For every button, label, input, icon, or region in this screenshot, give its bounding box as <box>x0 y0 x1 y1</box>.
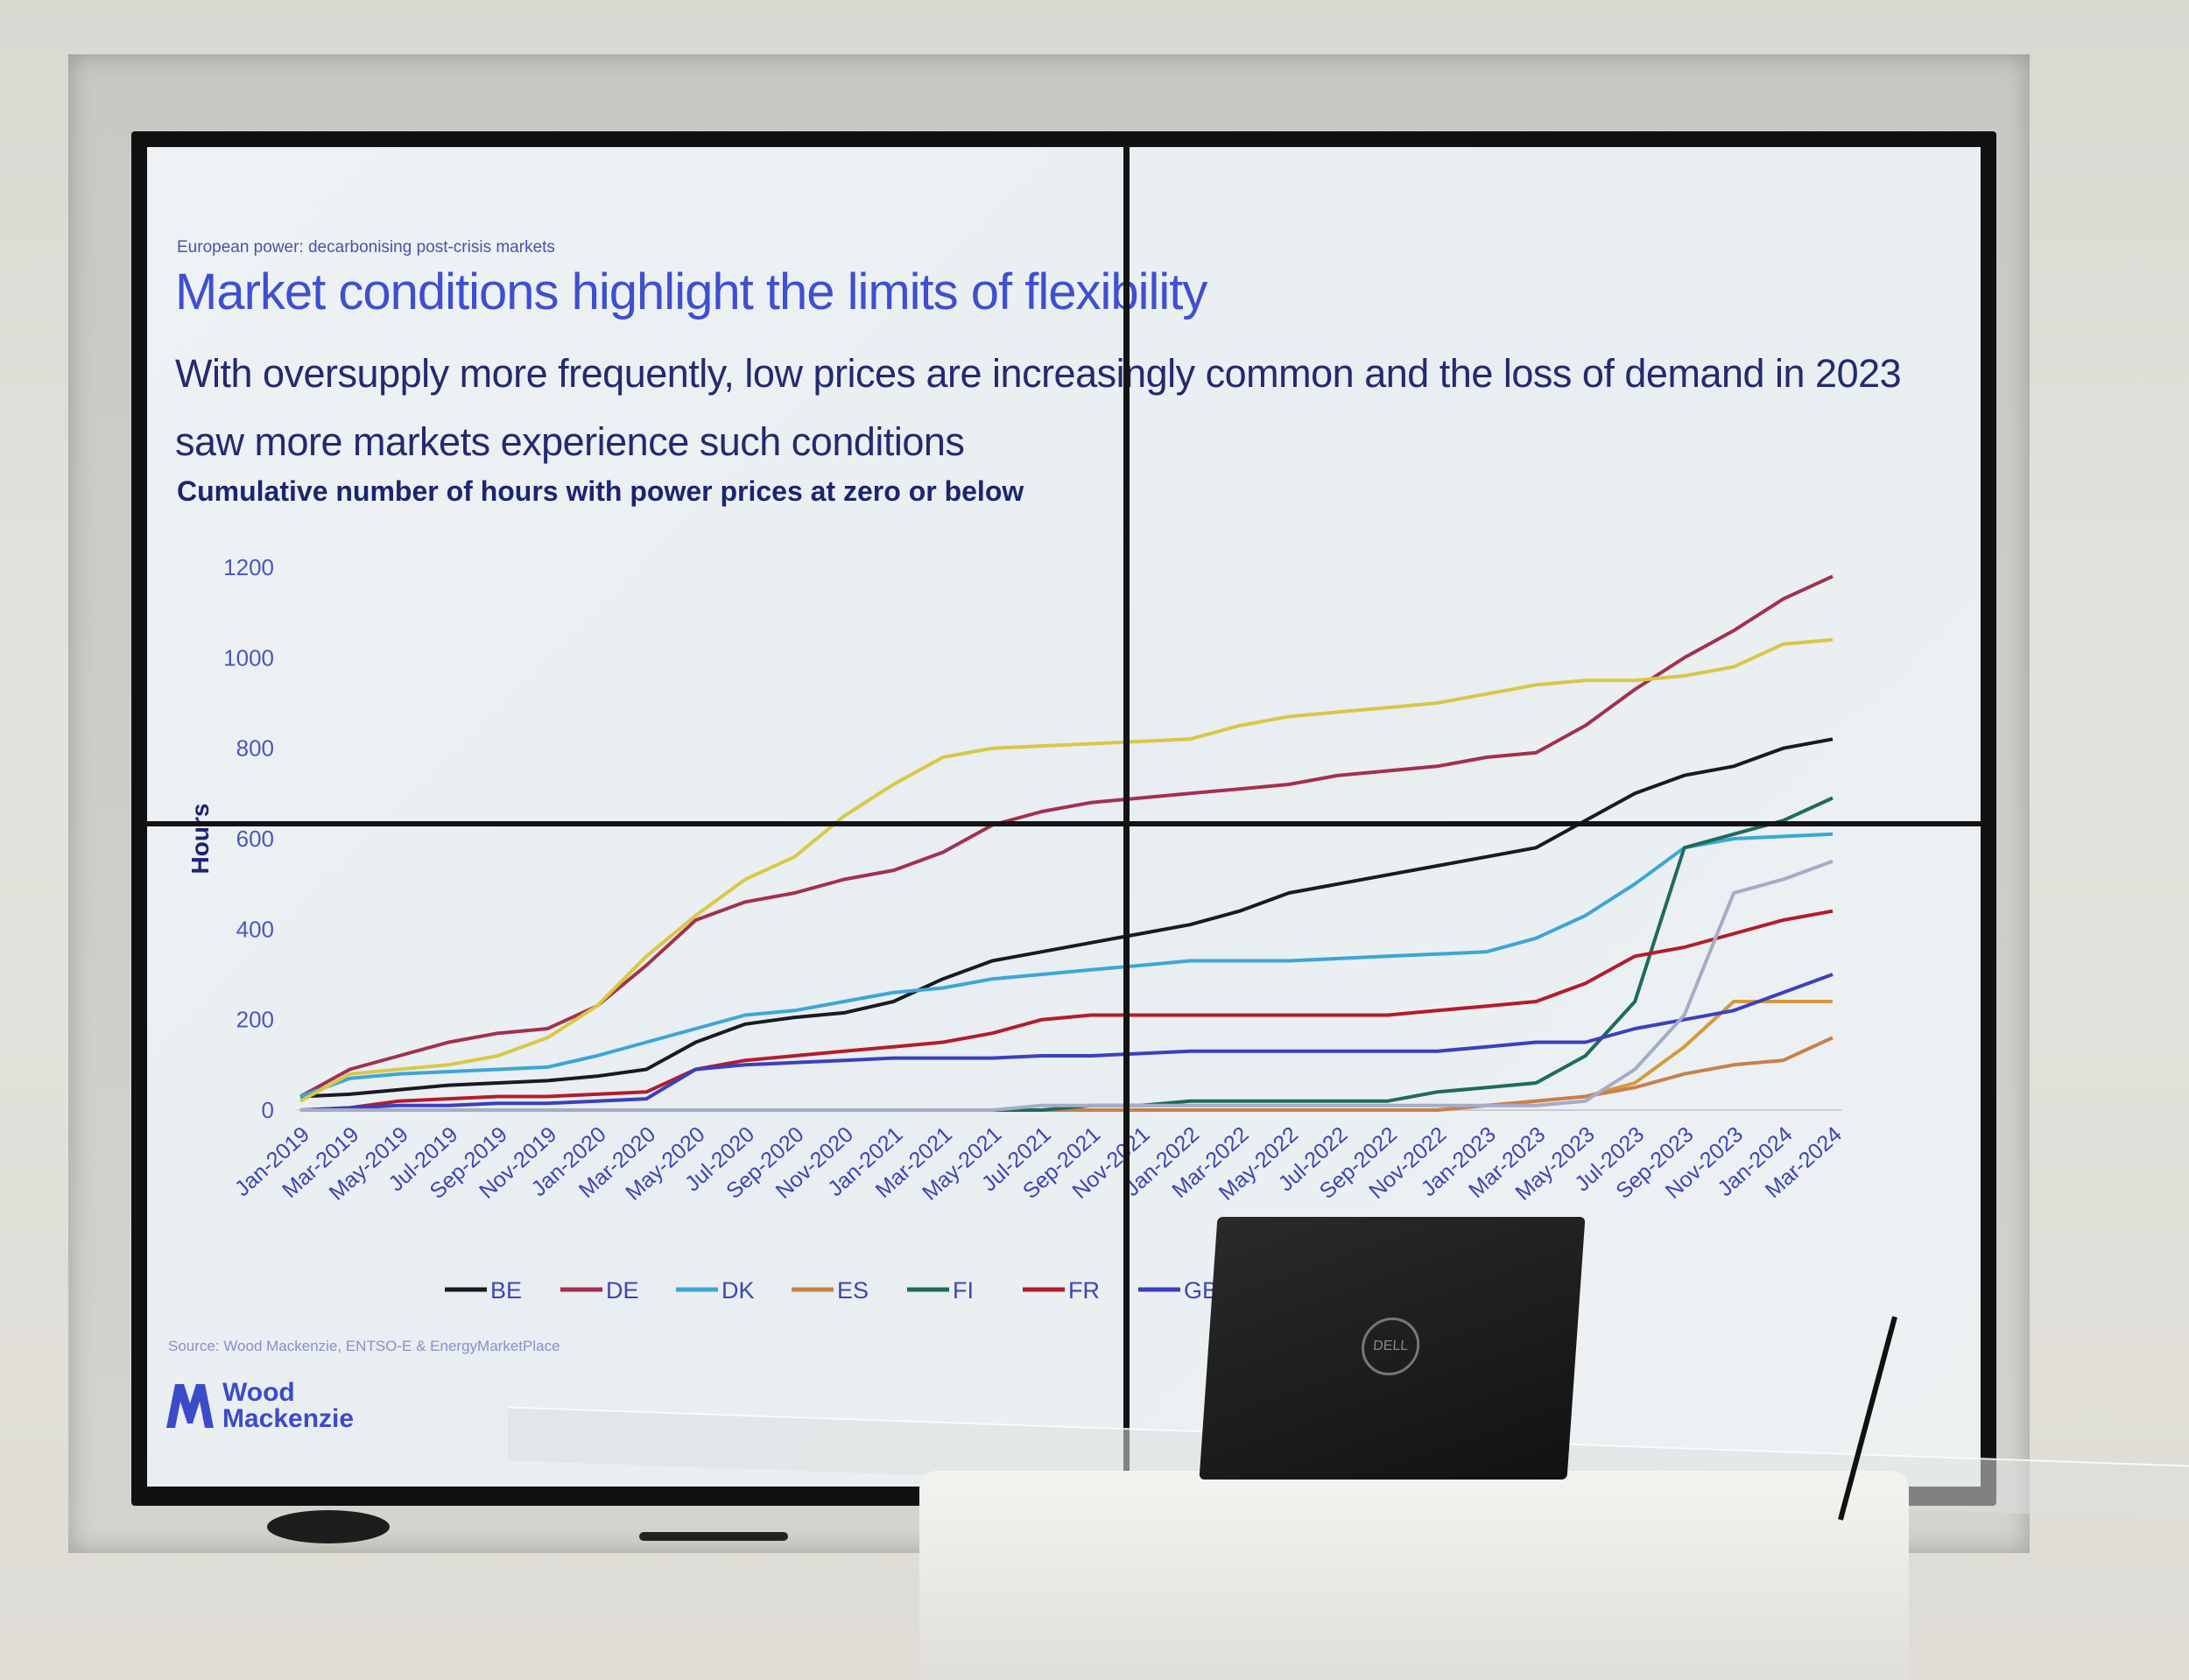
wood-mackenzie-logo: Wood Mackenzie <box>166 1380 354 1432</box>
legend-label-fi: FI <box>953 1277 974 1304</box>
logo-line-2: Mackenzie <box>222 1404 355 1433</box>
series-line-dk <box>299 832 1834 1099</box>
laptop: DELL <box>1199 1217 1586 1480</box>
podium <box>919 1471 1909 1680</box>
slide-subtitle: With oversupply more frequently, low pri… <box>175 351 1902 464</box>
series-line-nl <box>299 637 1834 1103</box>
dell-logo-icon: DELL <box>1359 1318 1422 1375</box>
legend-label-be: BE <box>490 1277 522 1304</box>
logo-line-1: Wood <box>222 1378 295 1407</box>
series-line-fr <box>299 909 1834 1112</box>
series-line-de <box>299 574 1834 1099</box>
slide-breadcrumb: European power: decarbonising post-crisi… <box>177 238 555 257</box>
series-line-es <box>300 1036 1834 1112</box>
bezel-horizontal <box>147 821 1981 826</box>
legend-label-es: ES <box>837 1277 869 1304</box>
legend-label-de: DE <box>606 1277 639 1304</box>
legend-label-fr: FR <box>1068 1277 1100 1304</box>
y-axis-label: Hours <box>187 804 214 875</box>
y-tick-label: 0 <box>262 1097 274 1123</box>
mouse <box>267 1510 390 1543</box>
y-tick-label: 1000 <box>223 644 274 671</box>
wood-mackenzie-icon <box>166 1384 214 1428</box>
series-line-fi <box>300 796 1834 1112</box>
line-chart: 020040060080010001200HoursJan-2019Mar-20… <box>187 554 1847 1304</box>
y-tick-label: 600 <box>236 826 274 852</box>
cable <box>639 1532 788 1541</box>
presentation-slide: European power: decarbonising post-crisi… <box>147 147 1981 1487</box>
slide-title: Market conditions highlight the limits o… <box>175 264 1207 320</box>
chart-heading: Cumulative number of hours with power pr… <box>177 475 1024 507</box>
series-line-gb <box>299 973 1834 1112</box>
y-tick-label: 400 <box>236 916 274 942</box>
bezel-vertical <box>1123 147 1130 1487</box>
legend-label-dk: DK <box>721 1277 755 1304</box>
series-line-se <box>300 859 1834 1112</box>
y-tick-label: 200 <box>236 1007 274 1033</box>
y-tick-label: 800 <box>236 735 274 762</box>
y-tick-label: 1200 <box>223 554 274 580</box>
logo-text: Wood Mackenzie <box>222 1380 354 1432</box>
source-note: Source: Wood Mackenzie, ENTSO-E & Energy… <box>168 1338 560 1354</box>
